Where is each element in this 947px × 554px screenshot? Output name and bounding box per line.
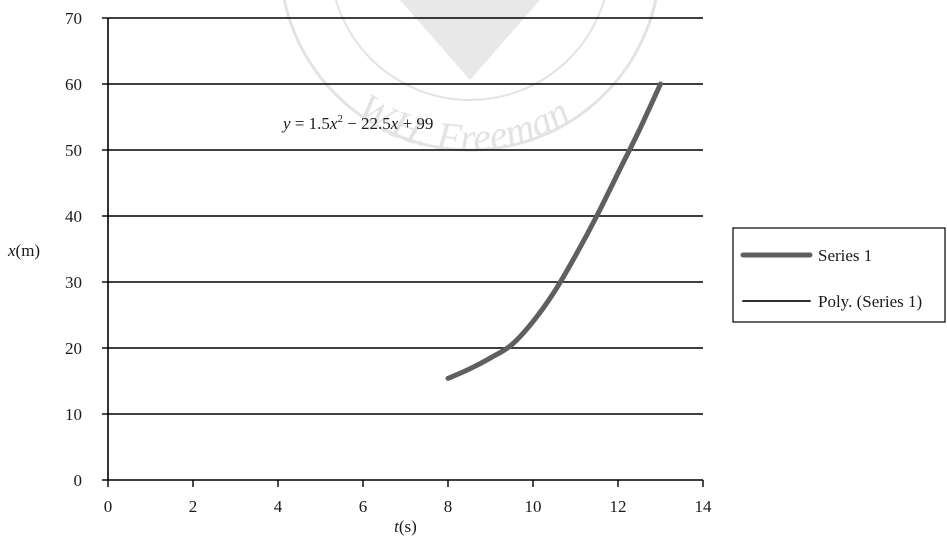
watermark: W.H. Freeman: [282, 0, 658, 160]
x-tick-label: 2: [189, 497, 198, 516]
y-tick-label: 70: [65, 9, 82, 28]
series-lines: [445, 81, 663, 381]
y-tick-label: 50: [65, 141, 82, 160]
legend: Series 1 Poly. (Series 1): [732, 227, 946, 323]
tick-labels: 0 10 20 30 40 50 60 70 0 2 4 6 8 10 12 14 x(m) t(s): [7, 9, 712, 536]
legend-label: Poly. (Series 1): [818, 292, 922, 311]
watermark-shield-icon: [400, 0, 540, 80]
x-tick-label: 0: [104, 497, 113, 516]
y-tick-label: 20: [65, 339, 82, 358]
gridlines: [108, 17, 703, 415]
x-axis-title: t(s): [394, 517, 417, 536]
legend-label: Series 1: [818, 246, 872, 265]
y-tick-label: 30: [65, 273, 82, 292]
axes: [107, 18, 703, 481]
annotations: y = 1.5x2 − 22.5x + 99: [281, 113, 433, 133]
x-tick-label: 6: [359, 497, 368, 516]
y-axis-title: x(m): [7, 241, 40, 260]
x-tick-label: 12: [610, 497, 627, 516]
legend-box: [732, 227, 946, 323]
watermark-inner-ring: [334, 0, 606, 101]
y-tick-label: 60: [65, 75, 82, 94]
x-tick-label: 8: [444, 497, 453, 516]
series-line-1: [445, 81, 663, 381]
x-tick-label: 14: [695, 497, 713, 516]
x-tick-label: 4: [274, 497, 283, 516]
y-tick-label: 10: [65, 405, 82, 424]
y-tick-label: 40: [65, 207, 82, 226]
y-tick-label: 0: [74, 471, 83, 490]
x-tick-label: 10: [525, 497, 542, 516]
trendline-equation: y = 1.5x2 − 22.5x + 99: [281, 113, 433, 133]
